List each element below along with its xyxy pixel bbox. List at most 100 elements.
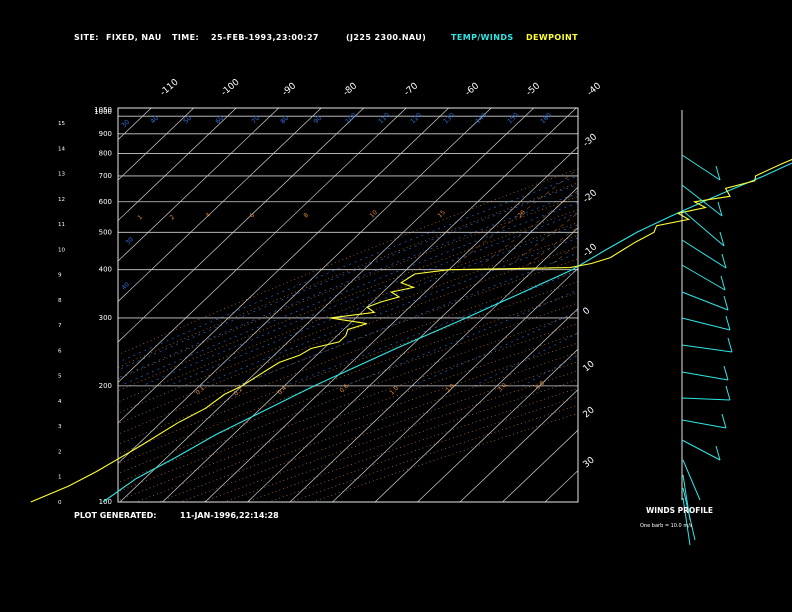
mixing-ratio-label: 6 — [248, 212, 256, 220]
wind-barb — [682, 459, 701, 501]
isotherm — [118, 108, 322, 303]
wind-barb — [681, 439, 721, 461]
height-km-label: 3 — [58, 424, 62, 430]
isotherm-top-label: -50 — [525, 81, 543, 98]
isotherm — [162, 108, 577, 502]
mixing-ratio-label: 0.6 — [338, 383, 350, 395]
mixing-ratio-label: 10 — [368, 209, 378, 219]
wind-barb — [681, 397, 731, 401]
isotherm — [459, 389, 578, 502]
height-km-label: 1 — [58, 475, 62, 481]
wind-barb-flag — [725, 385, 731, 401]
moist-adiabat — [118, 183, 578, 371]
moist-adiabat — [237, 252, 578, 387]
isotherm — [119, 108, 534, 502]
wind-barb-flag — [715, 165, 721, 181]
wind-barb-flag — [720, 275, 726, 291]
pressure-tick-label: 900 — [99, 130, 112, 138]
mixing-ratio-label: 0.1 — [194, 385, 206, 397]
chart-series — [30, 158, 792, 503]
dry-adiabat — [118, 234, 578, 414]
isotherm — [118, 108, 492, 464]
isotherm-top-label: -80 — [342, 81, 360, 98]
pressure-tick-label: 1050 — [94, 106, 112, 114]
height-km-label: 0 — [58, 500, 62, 506]
isotherm-right-label: -10 — [582, 242, 600, 259]
pressure-tick-label: 200 — [99, 382, 112, 390]
isotherm-right-label: -30 — [582, 132, 600, 149]
pressure-tick-label: 1000 — [94, 108, 112, 116]
isotherm-right-label: 10 — [582, 359, 597, 374]
isotherm — [118, 108, 237, 222]
dry-adiabat — [118, 281, 578, 455]
isotherm — [588, 108, 792, 502]
wind-barb-flag — [721, 413, 727, 429]
isotherm-right-label: 20 — [582, 405, 597, 420]
isotherm — [204, 146, 578, 502]
mixing-ratio-line — [656, 108, 792, 266]
legend-temp-winds: TEMP/WINDS — [451, 33, 514, 42]
dry-adiabat-label: 110 — [377, 111, 391, 125]
site-value: FIXED, NAU — [106, 33, 162, 42]
wind-barb — [682, 497, 691, 546]
isotherm — [118, 108, 364, 343]
winds-profile-title: WINDS PROFILE — [646, 506, 713, 515]
mixing-ratio-label: 5.0 — [534, 380, 546, 392]
isotherm — [118, 108, 407, 383]
temperature-line — [102, 162, 792, 503]
dry-adiabat — [118, 209, 578, 392]
mixing-ratio-label: 20 — [516, 209, 526, 219]
wind-barb — [681, 264, 726, 291]
dry-adiabat — [118, 332, 578, 501]
isotherm-right-label: 0 — [582, 306, 593, 318]
height-km-label: 13 — [58, 172, 65, 178]
wind-barb — [681, 209, 725, 247]
wind-barb — [681, 344, 733, 353]
dry-adiabat-label: 30 — [120, 118, 132, 130]
mixing-ratio-label: 15 — [436, 209, 446, 219]
dry-adiabat-label: 100 — [344, 111, 358, 125]
pressure-tick-label: 400 — [99, 266, 112, 274]
isotherm — [502, 429, 578, 502]
mixing-ratio-label: 30 — [124, 236, 134, 246]
mixing-ratio-label: 2 — [168, 214, 176, 222]
dry-adiabat — [118, 291, 578, 465]
moist-adiabat — [141, 212, 578, 387]
height-km-label: 14 — [58, 146, 65, 152]
mixing-ratio-line — [526, 226, 578, 266]
dry-adiabat — [118, 182, 578, 368]
isotherm — [289, 227, 578, 502]
isotherm-top-label: -40 — [586, 81, 604, 98]
height-km-label: 10 — [58, 247, 65, 253]
mixing-ratio-line — [480, 190, 578, 266]
moist-adiabat — [473, 332, 578, 387]
plot-area — [118, 108, 792, 502]
isotherm-right-label: -20 — [582, 188, 600, 205]
wind-barb — [682, 487, 696, 541]
mixing-ratio-line — [549, 243, 578, 266]
height-km-label: 4 — [58, 399, 62, 405]
pressure-tick-label: 600 — [99, 198, 112, 206]
plot-generated-value: 11-JAN-1996,22:14:28 — [180, 511, 279, 520]
dry-adiabat-label: 120 — [409, 111, 423, 125]
moist-adiabat — [119, 202, 578, 387]
mixing-ratio-label: 0.2 — [232, 386, 244, 398]
mixing-ratio-label: 3.0 — [496, 382, 508, 394]
file-id: (J225 2300.NAU) — [346, 33, 427, 42]
pressure-tick-label: 800 — [99, 150, 112, 158]
mixing-ratio-line — [454, 168, 578, 266]
dry-adiabat — [158, 352, 578, 502]
pressure-tick-label: 700 — [99, 172, 112, 180]
dry-adiabat — [118, 222, 578, 403]
mixing-ratio-label: 0.4 — [276, 385, 288, 397]
dry-adiabat — [118, 196, 578, 380]
height-km-label: 2 — [58, 449, 62, 455]
height-km-label: 5 — [58, 374, 62, 380]
mixing-ratio-label: 2.0 — [444, 383, 456, 395]
isotherm — [118, 108, 152, 141]
mixing-ratio-label: 8 — [302, 212, 310, 220]
winds-profile — [681, 110, 733, 546]
height-km-label: 8 — [58, 298, 62, 304]
isotherm — [118, 108, 279, 262]
